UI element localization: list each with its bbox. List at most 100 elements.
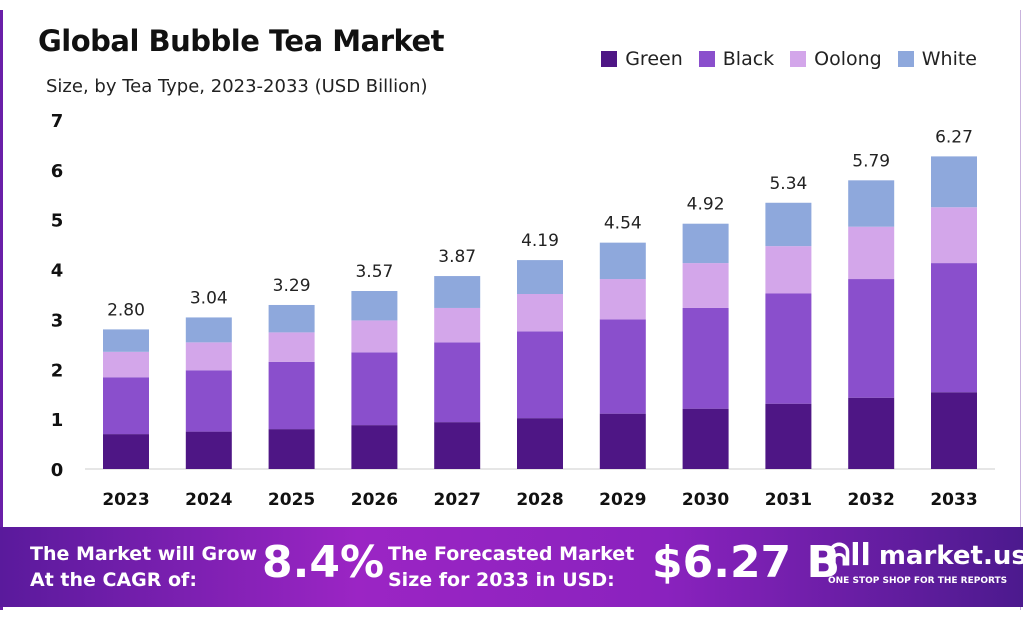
bar-segment-white [351, 291, 398, 321]
chart-frame [0, 10, 1021, 610]
bar-segment-green [765, 403, 812, 469]
x-tick-label: 2032 [848, 490, 895, 510]
total-label: 4.54 [604, 214, 642, 234]
legend-label: Black [722, 48, 775, 70]
bar-segment-oolong [185, 342, 232, 371]
total-label: 5.34 [769, 174, 807, 194]
logo-brand: market.us [878, 541, 1023, 571]
bar-segment-green [434, 422, 481, 469]
chart-title: Global Bubble Tea Market [38, 24, 445, 58]
legend-swatch [601, 51, 618, 67]
market-us-logo: ᕱll market.us ONE STOP SHOP FOR THE REPO… [828, 539, 1023, 587]
y-tick-label: 3 [51, 310, 64, 331]
x-tick-label: 2027 [434, 490, 481, 510]
bar-segment-black [931, 263, 977, 393]
total-label: 4.92 [687, 195, 725, 215]
bar-segment-oolong [682, 263, 729, 308]
logo-tagline: ONE STOP SHOP FOR THE REPORTS [828, 576, 1008, 586]
total-label: 6.27 [935, 127, 973, 147]
total-label: 5.79 [852, 151, 890, 171]
bar-segment-green [848, 397, 895, 469]
bar-segment-white [848, 180, 895, 227]
bar-segment-oolong [351, 320, 398, 353]
bar-segment-white [268, 304, 315, 333]
x-tick-label: 2030 [682, 490, 729, 510]
bar-segment-black [268, 361, 315, 430]
bar-segment-black [434, 342, 481, 423]
y-tick-label: 5 [51, 211, 64, 232]
bar-segment-green [682, 408, 729, 469]
legend-label: Green [625, 48, 683, 70]
bar-segment-green [103, 434, 149, 469]
bar-segment-green [268, 429, 315, 469]
bar-segment-oolong [765, 246, 812, 294]
bar-segment-green [351, 425, 398, 469]
y-tick-label: 6 [51, 161, 64, 182]
bar-segment-oolong [103, 351, 149, 378]
bar-segment-green [931, 392, 977, 469]
total-label: 4.19 [521, 231, 559, 251]
total-label: 3.04 [190, 288, 228, 308]
y-tick-label: 1 [51, 410, 64, 431]
total-label: 2.80 [107, 300, 145, 320]
x-tick-label: 2026 [351, 490, 398, 510]
bar-segment-white [682, 223, 729, 264]
bar-segment-black [682, 307, 729, 409]
x-tick-label: 2024 [185, 490, 232, 510]
x-tick-label: 2028 [516, 490, 563, 510]
legend-item-black: Black [698, 48, 775, 70]
x-tick-label: 2025 [268, 490, 315, 510]
bar-segment-black [599, 319, 646, 414]
y-tick-label: 4 [51, 261, 64, 282]
bar-segment-oolong [434, 307, 481, 343]
legend: Green Black Oolong White [601, 48, 977, 70]
total-label: 3.57 [355, 262, 393, 282]
total-label: 3.29 [273, 276, 311, 296]
legend-label: White [921, 48, 977, 70]
y-tick-label: 7 [51, 111, 64, 132]
cagr-value: 8.4% [262, 537, 385, 588]
bar-segment-white [185, 317, 232, 343]
bar-segment-white [599, 242, 646, 280]
legend-swatch [698, 51, 715, 67]
bar-segment-black [848, 279, 895, 398]
x-tick-label: 2033 [930, 490, 977, 510]
logo-row: ᕱll market.us [828, 539, 1023, 573]
forecast-label: The Forecasted Market Size for 2033 in U… [388, 543, 635, 591]
x-tick-label: 2031 [765, 490, 812, 510]
logo-icon: ᕱll [828, 538, 871, 573]
bar-segment-oolong [517, 294, 563, 332]
bar-segment-oolong [848, 226, 895, 280]
bar-segment-white [931, 156, 977, 208]
bar-segment-green [599, 413, 646, 469]
y-tick-label: 2 [51, 360, 64, 381]
legend-item-white: White [897, 48, 977, 70]
footer-banner: The Market will Grow At the CAGR of: 8.4… [0, 527, 1023, 607]
forecast-value: $6.27 B [652, 537, 841, 588]
bar-segment-white [103, 329, 149, 352]
x-tick-label: 2023 [102, 490, 149, 510]
cagr-label: The Market will Grow At the CAGR of: [30, 543, 258, 591]
total-label: 3.87 [438, 247, 476, 267]
bar-segment-white [434, 276, 481, 308]
bar-segment-black [351, 352, 398, 426]
y-tick-label: 0 [51, 460, 64, 481]
bar-segment-black [185, 370, 232, 432]
legend-item-oolong: Oolong [790, 48, 882, 70]
chart-subtitle: Size, by Tea Type, 2023-2033 (USD Billio… [46, 76, 428, 97]
legend-label: Oolong [814, 48, 882, 70]
bar-segment-oolong [599, 279, 646, 320]
stacked-bar-chart: 0 1 2 3 4 5 6 7 2.80 2023 3.04 2024 3.29 2025 3.57 2026… [51, 111, 995, 510]
legend-swatch [790, 51, 807, 67]
bar-segment-oolong [268, 332, 315, 362]
bar-segment-green [185, 431, 232, 469]
bar-segment-oolong [931, 207, 977, 264]
legend-swatch [897, 51, 914, 67]
x-tick-label: 2029 [599, 490, 646, 510]
legend-item-green: Green [601, 48, 683, 70]
bar-segment-green [517, 418, 563, 469]
bar-segment-black [517, 331, 563, 419]
bar-segment-white [765, 202, 812, 247]
bar-segment-black [103, 377, 149, 435]
bar-segment-white [517, 260, 563, 295]
